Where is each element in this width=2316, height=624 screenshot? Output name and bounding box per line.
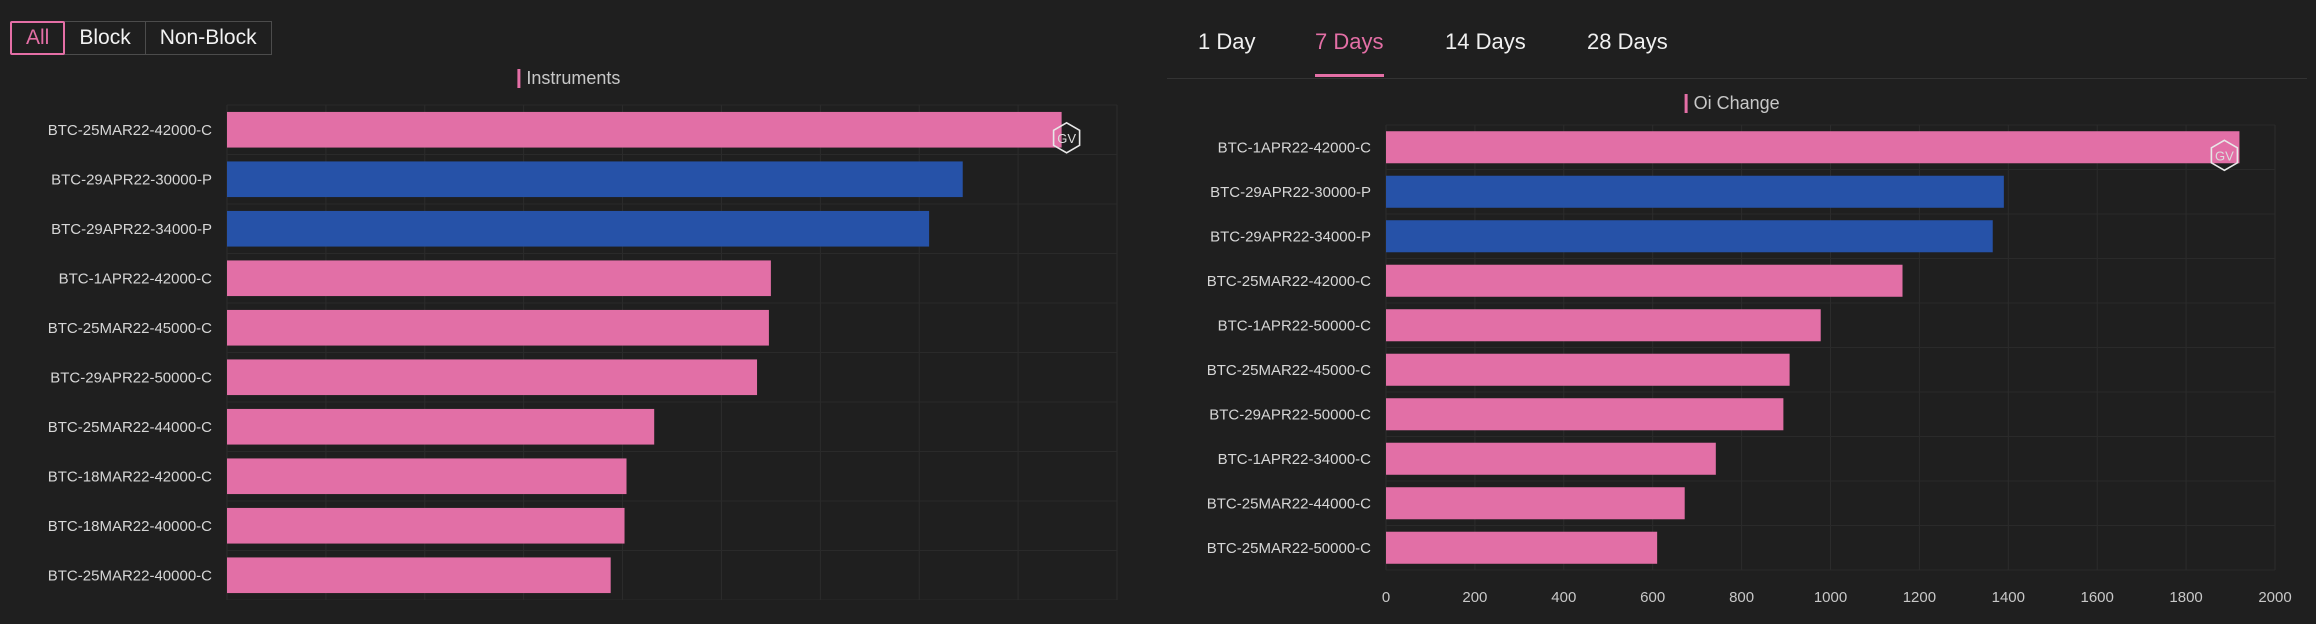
y-tick-label: BTC-1APR22-34000-C <box>1218 451 1372 468</box>
period-tabs: 1 Day 7 Days 14 Days 28 Days <box>1167 0 2307 79</box>
y-tick-label: BTC-1APR22-42000-C <box>59 270 213 287</box>
filter-non-block-button[interactable]: Non-Block <box>144 21 272 55</box>
x-tick-label: 1800 <box>2169 589 2202 606</box>
bar[interactable] <box>1386 398 1784 431</box>
x-tick-label: 800 <box>1729 589 1754 606</box>
block-filter-group: All Block Non-Block <box>10 21 272 55</box>
bar[interactable] <box>1386 264 1903 297</box>
bar[interactable] <box>227 408 655 445</box>
gv-badge-label: GV <box>2215 148 2234 163</box>
chart-title-marker <box>1684 94 1688 113</box>
bar[interactable] <box>1386 442 1716 475</box>
y-tick-label: BTC-25MAR22-45000-C <box>48 320 212 337</box>
bar[interactable] <box>227 161 963 198</box>
y-tick-label: BTC-29APR22-50000-C <box>50 369 212 386</box>
bar[interactable] <box>227 111 1062 148</box>
y-tick-label: BTC-18MAR22-40000-C <box>48 518 212 535</box>
bar[interactable] <box>227 458 627 495</box>
y-tick-label: BTC-29APR22-30000-P <box>51 171 212 188</box>
active-tab-underline <box>1315 74 1384 77</box>
chart-title: Instruments <box>526 68 620 88</box>
bar[interactable] <box>1386 131 2240 164</box>
bar[interactable] <box>227 507 625 544</box>
y-tick-label: BTC-25MAR22-44000-C <box>48 419 212 436</box>
y-tick-label: BTC-29APR22-30000-P <box>1210 184 1371 201</box>
y-tick-label: BTC-1APR22-42000-C <box>1218 139 1372 156</box>
bar[interactable] <box>1386 353 1790 386</box>
y-tick-label: BTC-1APR22-50000-C <box>1218 317 1372 334</box>
filter-all-button[interactable]: All <box>10 21 66 55</box>
x-tick-label: 200 <box>1462 589 1487 606</box>
oi-change-chart: Oi Change BTC-1APR22-42000-C BTC-29APR22-3… <box>1207 93 2292 606</box>
bar[interactable] <box>1386 487 1685 520</box>
x-tick-label: 400 <box>1551 589 1576 606</box>
x-tick-label: 1400 <box>1992 589 2025 606</box>
bar[interactable] <box>227 210 930 247</box>
y-tick-label: BTC-25MAR22-40000-C <box>48 567 212 584</box>
y-tick-label: BTC-25MAR22-44000-C <box>1207 495 1371 512</box>
gv-badge-icon <box>2210 139 2239 172</box>
x-tick-label: 600 <box>1640 589 1665 606</box>
y-tick-label: BTC-25MAR22-45000-C <box>1207 362 1371 379</box>
chart-title-marker <box>517 69 521 88</box>
filter-block-button[interactable]: Block <box>64 21 146 55</box>
bar[interactable] <box>1386 309 1821 342</box>
x-tick-label: 0 <box>1382 589 1390 606</box>
tab-14-days[interactable]: 14 Days <box>1445 29 1526 54</box>
bar[interactable] <box>227 557 611 594</box>
y-tick-label: BTC-29APR22-50000-C <box>1209 406 1371 423</box>
bar[interactable] <box>1386 175 2004 208</box>
chart-title: Oi Change <box>1694 93 1780 113</box>
y-tick-label: BTC-25MAR22-42000-C <box>1207 273 1371 290</box>
bar[interactable] <box>227 359 758 396</box>
bar[interactable] <box>1386 531 1658 564</box>
x-tick-label: 1000 <box>1814 589 1847 606</box>
y-tick-label: BTC-29APR22-34000-P <box>1210 228 1371 245</box>
x-tick-label: 1200 <box>1903 589 1936 606</box>
x-tick-label: 2000 <box>2258 589 2291 606</box>
y-tick-label: BTC-25MAR22-42000-C <box>48 122 212 139</box>
tab-28-days[interactable]: 28 Days <box>1587 29 1668 54</box>
instruments-chart: Instruments BTC-25MAR22-42000-C BTC-29APR2… <box>48 68 1118 600</box>
bar[interactable] <box>1386 220 1993 253</box>
tab-1-day[interactable]: 1 Day <box>1198 29 1256 54</box>
y-tick-label: BTC-29APR22-34000-P <box>51 221 212 238</box>
y-tick-label: BTC-18MAR22-42000-C <box>48 468 212 485</box>
bar[interactable] <box>227 260 771 297</box>
tab-7-days[interactable]: 7 Days <box>1315 29 1384 54</box>
gv-badge-label: GV <box>1057 131 1076 146</box>
y-tick-label: BTC-25MAR22-50000-C <box>1207 540 1371 557</box>
bar[interactable] <box>227 309 769 346</box>
x-tick-label: 1600 <box>2081 589 2114 606</box>
gv-badge-icon <box>1052 121 1081 154</box>
